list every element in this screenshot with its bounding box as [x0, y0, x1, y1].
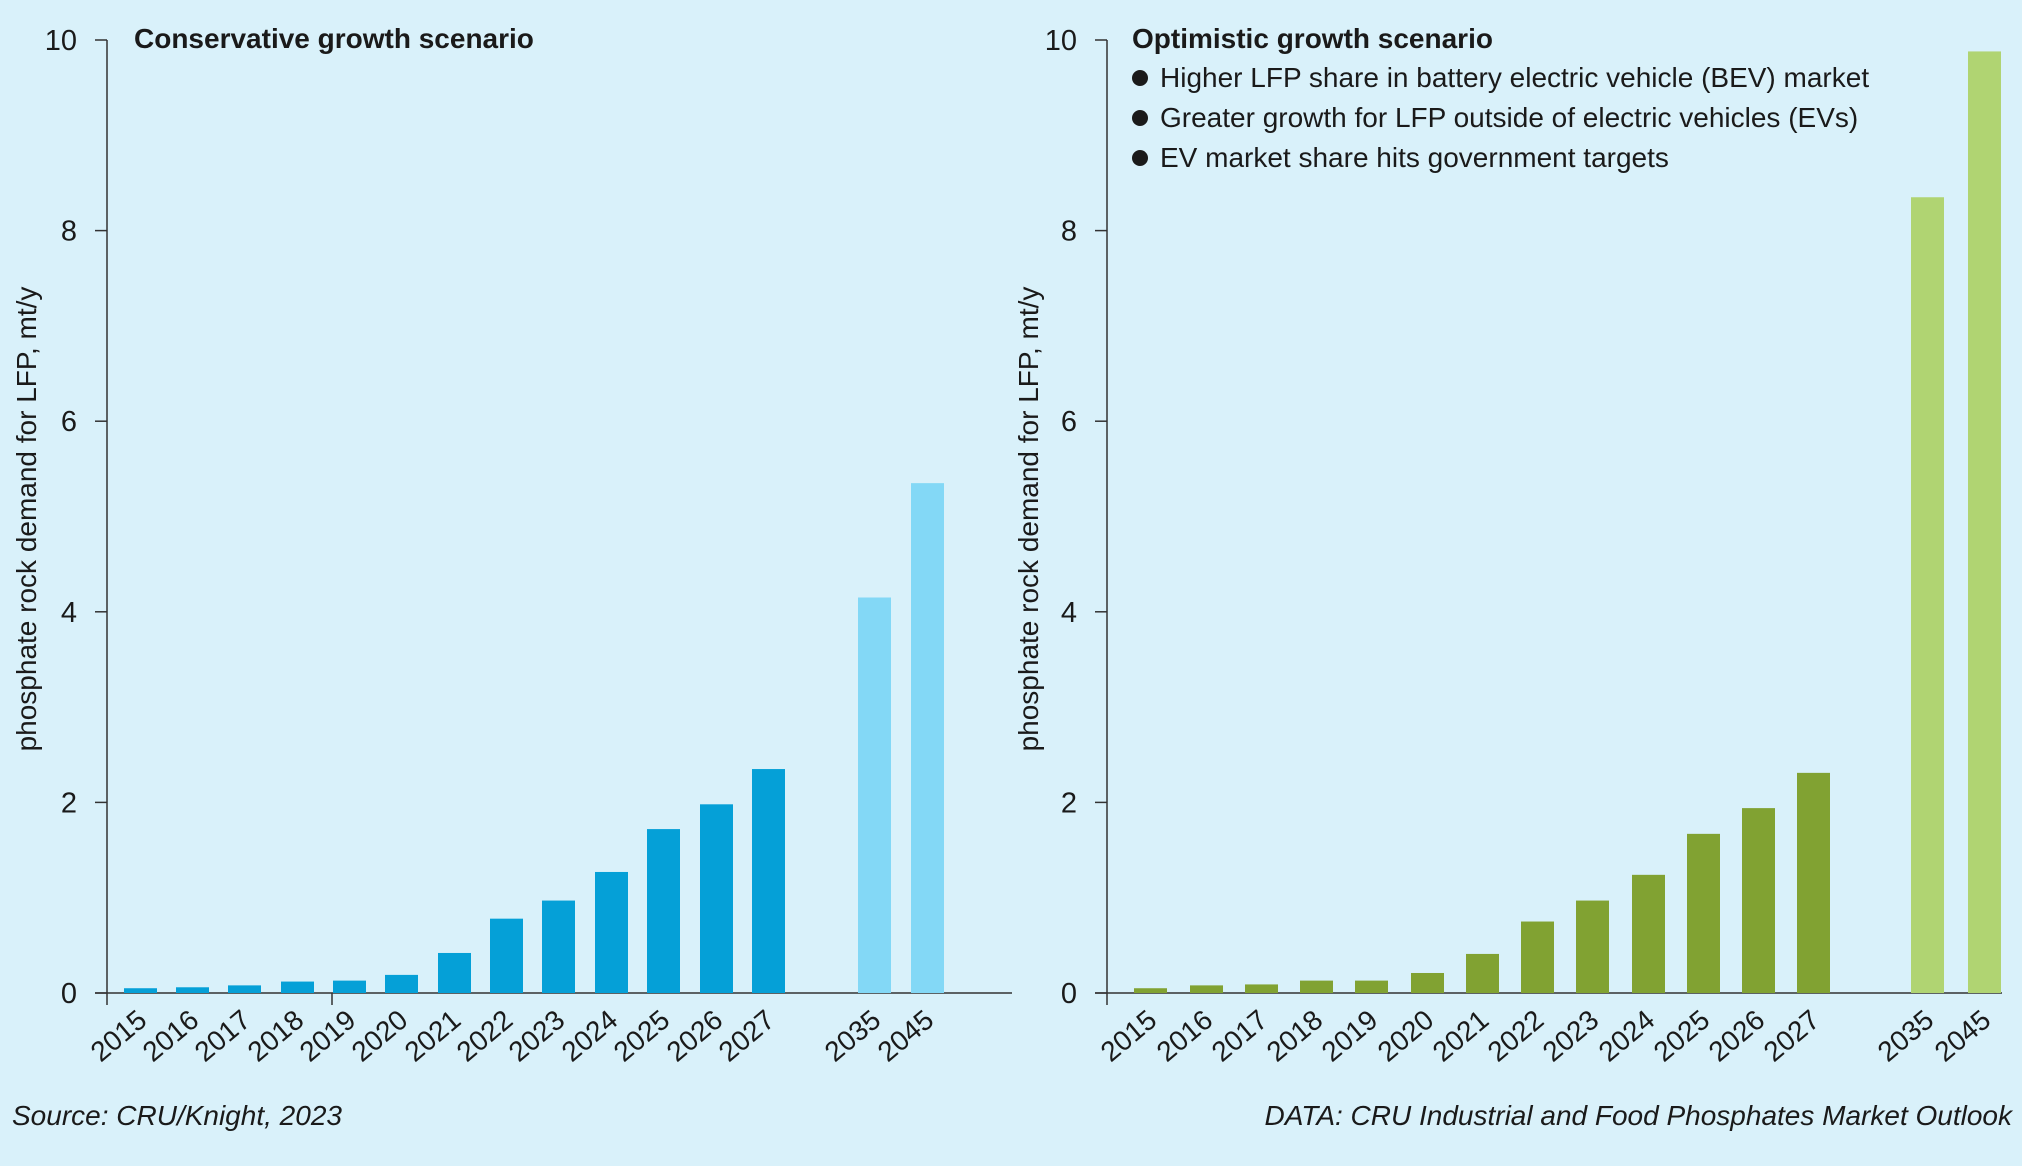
- bar-2027: [752, 769, 785, 993]
- bar-2017: [1245, 984, 1278, 993]
- bar-2015: [1134, 988, 1167, 993]
- y-axis-title: phosphate rock demand for LFP, mt/y: [1013, 287, 1044, 752]
- x-tick-label: 2035: [819, 1004, 887, 1068]
- x-tick-label: 2015: [1095, 1004, 1163, 1068]
- x-tick-label: 2017: [1206, 1004, 1274, 1068]
- x-tick-label: 2026: [661, 1004, 729, 1068]
- x-tick-label: 2026: [1703, 1004, 1771, 1068]
- y-tick-label: 0: [61, 978, 77, 1010]
- x-tick-label: 2027: [1758, 1004, 1826, 1068]
- bar-2035: [858, 597, 891, 993]
- y-tick-label: 2: [61, 787, 77, 819]
- bullet-dot: [1132, 70, 1148, 86]
- y-tick-label: 0: [1061, 978, 1077, 1010]
- bar-2026: [700, 804, 733, 993]
- y-tick-label: 4: [61, 597, 77, 629]
- x-tick-label: 2045: [872, 1004, 940, 1068]
- y-tick-label: 2: [1061, 787, 1077, 819]
- x-tick-label: 2023: [1537, 1004, 1605, 1068]
- x-tick-label: 2023: [503, 1004, 571, 1068]
- x-tick-label: 2016: [137, 1004, 205, 1068]
- bullet-note: Higher LFP share in battery electric veh…: [1160, 62, 1869, 93]
- x-tick-label: 2022: [451, 1004, 519, 1068]
- chart-title: Conservative growth scenario: [134, 23, 534, 54]
- x-tick-label: 2045: [1929, 1004, 1997, 1068]
- y-tick-label: 10: [1045, 25, 1077, 57]
- bar-2025: [647, 829, 680, 993]
- x-tick-label: 2018: [242, 1004, 310, 1068]
- bar-2015: [124, 988, 157, 993]
- chart-panel: 0 2 4 6 8 10 phosphate rock demand for LFP, mt…: [1013, 23, 2002, 1068]
- bullet-note: EV market share hits government targets: [1160, 142, 1669, 173]
- y-axis-title: phosphate rock demand for LFP, mt/y: [11, 287, 42, 752]
- x-tick-label: 2025: [608, 1004, 676, 1068]
- bar-2022: [490, 918, 523, 993]
- chart-title: Optimistic growth scenario: [1132, 23, 1493, 54]
- x-tick-label: 2020: [1372, 1004, 1440, 1068]
- y-tick-label: 4: [1061, 597, 1077, 629]
- bar-2017: [228, 985, 261, 993]
- x-tick-label: 2019: [294, 1004, 362, 1068]
- bar-2016: [176, 987, 209, 993]
- bar-2024: [595, 871, 628, 993]
- x-tick-label: 2016: [1151, 1004, 1219, 1068]
- bar-2023: [1576, 900, 1609, 993]
- bar-2019: [333, 980, 366, 993]
- chart-panel: 0 2 4 6 8 10 phosphate rock demand for LFP, mt…: [11, 23, 1012, 1068]
- bar-2020: [1411, 972, 1444, 993]
- y-tick-label: 6: [61, 406, 77, 438]
- x-tick-label: 2015: [85, 1004, 153, 1068]
- x-tick-label: 2019: [1316, 1004, 1384, 1068]
- x-tick-label: 2024: [1593, 1004, 1661, 1068]
- bar-2027: [1797, 772, 1830, 993]
- x-tick-label: 2025: [1648, 1004, 1716, 1068]
- bar-2035: [1911, 197, 1944, 993]
- bar-2018: [1300, 980, 1333, 993]
- bar-2022: [1521, 921, 1554, 993]
- x-tick-label: 2027: [713, 1004, 781, 1068]
- bar-2045: [911, 483, 944, 993]
- x-tick-label: 2021: [1427, 1004, 1495, 1068]
- bar-2021: [1466, 953, 1499, 993]
- y-tick-label: 8: [61, 216, 77, 248]
- x-tick-label: 2018: [1261, 1004, 1329, 1068]
- x-tick-label: 2021: [399, 1004, 467, 1068]
- bullet-dot: [1132, 150, 1148, 166]
- x-tick-label: 2024: [556, 1004, 624, 1068]
- data-credit: DATA: CRU Industrial and Food Phosphates…: [1264, 1100, 2012, 1131]
- bar-2045: [1968, 51, 2001, 994]
- bullet-note: Greater growth for LFP outside of electr…: [1160, 102, 1858, 133]
- bar-2025: [1687, 833, 1720, 993]
- x-tick-label: 2017: [189, 1004, 257, 1068]
- y-tick-label: 10: [45, 25, 77, 57]
- y-tick-label: 6: [1061, 406, 1077, 438]
- source-note: Source: CRU/Knight, 2023: [12, 1100, 342, 1131]
- bar-2019: [1355, 980, 1388, 993]
- bullet-dot: [1132, 110, 1148, 126]
- bar-2021: [438, 952, 471, 993]
- x-tick-label: 2020: [346, 1004, 414, 1068]
- bar-2018: [281, 981, 314, 993]
- bar-2024: [1632, 874, 1665, 993]
- x-tick-label: 2035: [1872, 1004, 1940, 1068]
- x-tick-label: 2022: [1482, 1004, 1550, 1068]
- bar-2026: [1742, 808, 1775, 993]
- bar-2020: [385, 974, 418, 993]
- y-tick-label: 8: [1061, 216, 1077, 248]
- bar-2016: [1190, 985, 1223, 993]
- bar-2023: [542, 900, 575, 993]
